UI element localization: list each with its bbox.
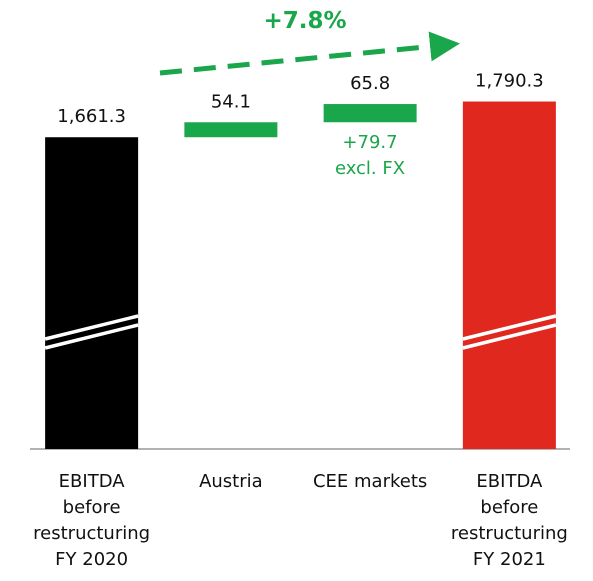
bar [184,122,278,138]
x-tick-label: Austria [199,471,263,492]
fx-annotation: +79.7 excl. FX [334,132,406,179]
value-label: 54.1 [211,91,251,112]
bar [45,137,139,449]
axis-break [44,314,139,341]
x-tick-label: EBITDA before restructuring FY 2020 [33,471,151,570]
value-label: 1,661.3 [57,106,126,127]
growth-annotation: +7.8% [263,8,347,34]
axis-break [44,323,139,350]
x-tick-label: EBITDA before restructuring FY 2021 [450,471,568,570]
axis-break [462,314,557,341]
value-label: 1,790.3 [475,71,544,92]
x-tick-label: CEE markets [312,471,428,492]
bar [462,101,556,449]
value-label: 65.8 [350,73,390,94]
bar [323,104,417,123]
growth-arrow [159,31,460,76]
axis-break [462,323,557,350]
